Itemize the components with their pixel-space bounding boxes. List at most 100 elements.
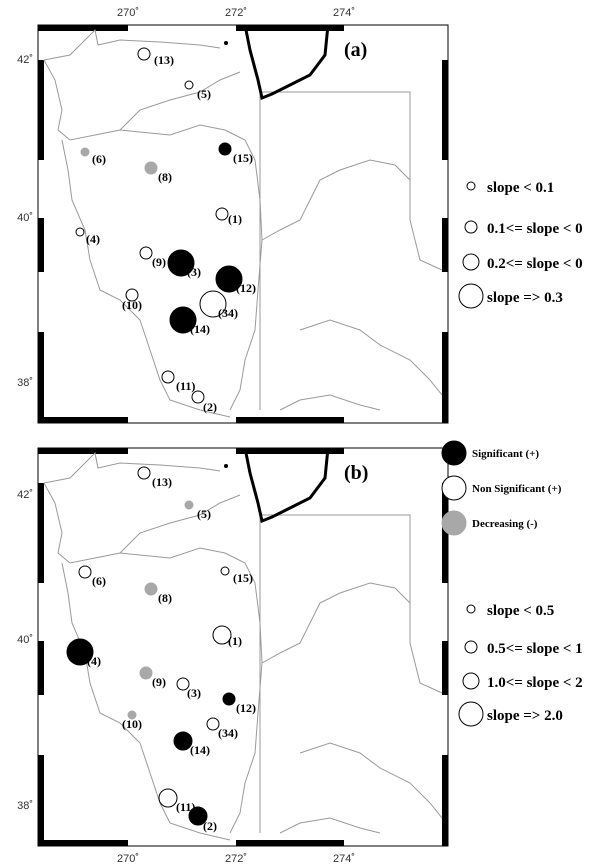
station-marker xyxy=(212,625,232,645)
station-marker xyxy=(139,666,153,680)
legend-size-label: slope => 0.3 xyxy=(487,290,563,306)
station-marker xyxy=(127,710,137,720)
station-marker xyxy=(144,161,158,175)
island-mark xyxy=(224,464,228,468)
station-marker xyxy=(139,246,153,260)
station-marker xyxy=(191,390,205,404)
station-marker xyxy=(137,466,151,480)
legend-decreasing-marker xyxy=(441,510,467,536)
legend-size-marker xyxy=(462,672,480,690)
legend-a-sizes: slope < 0.1 0.1<= slope < 0 0.2<= slope … xyxy=(458,180,583,309)
map-border-bars xyxy=(38,25,448,423)
station-marker xyxy=(215,207,229,221)
station-label: (2) xyxy=(203,819,217,833)
legend-nonsignificant-marker xyxy=(441,475,467,501)
station-marker xyxy=(220,566,230,576)
lake-michigan-outline xyxy=(243,447,330,524)
station-marker xyxy=(144,582,158,596)
station-label: (1) xyxy=(228,212,242,226)
legend-size-marker xyxy=(466,604,476,614)
legend-types: Significant (+) Non Significant (+) Decr… xyxy=(441,440,562,536)
station-label: (4) xyxy=(87,654,101,668)
legend-size-marker xyxy=(466,181,476,191)
station-marker xyxy=(80,147,90,157)
y-tick-b: 42˚ xyxy=(17,489,33,501)
legend-type-label: Decreasing (-) xyxy=(472,518,538,530)
y-tick-b: 40˚ xyxy=(17,634,33,646)
axis-ticks: 270˚ 272˚ 274˚ 270˚ 272˚ 274˚ 42˚ 40˚ 38… xyxy=(17,7,355,865)
station-marker xyxy=(188,806,208,826)
station-label: (13) xyxy=(154,53,174,67)
x-tick-top: 272˚ xyxy=(225,7,247,19)
panel-letter: (a) xyxy=(344,39,367,61)
lake-michigan-outline xyxy=(243,24,330,101)
legend-size-label: slope < 0.1 xyxy=(487,180,554,196)
x-tick-top: 274˚ xyxy=(333,7,355,19)
station-label: (10) xyxy=(122,298,142,312)
station-label: (1) xyxy=(228,634,242,648)
station-marker xyxy=(184,500,194,510)
station-label: (4) xyxy=(86,232,100,246)
y-tick-a: 42˚ xyxy=(17,54,33,66)
station-label: (5) xyxy=(197,87,211,101)
legend-b-sizes: slope < 0.5 0.5<= slope < 1 1.0<= slope … xyxy=(458,603,583,727)
legend-type-label: Significant (+) xyxy=(472,448,539,460)
legend-type-label: Non Significant (+) xyxy=(472,483,562,495)
station-marker xyxy=(66,638,94,666)
map-frame xyxy=(37,24,449,424)
station-label: (10) xyxy=(122,717,142,731)
station-marker xyxy=(161,370,175,384)
station-marker xyxy=(176,677,190,691)
station-marker xyxy=(173,731,193,751)
station-label: (11) xyxy=(176,379,195,393)
x-tick-bottom: 272˚ xyxy=(225,853,247,865)
island-mark xyxy=(224,41,228,45)
legend-size-label: slope < 0.5 xyxy=(487,603,554,619)
station-label: (14) xyxy=(190,743,210,757)
station-marker xyxy=(78,565,92,579)
legend-size-marker xyxy=(464,220,478,234)
y-tick-a: 38˚ xyxy=(17,377,33,389)
state-boundaries xyxy=(43,28,443,418)
legend-significant-marker xyxy=(441,440,467,466)
station-label: (12) xyxy=(236,281,256,295)
station-label: (8) xyxy=(158,170,172,184)
station-label: (15) xyxy=(233,571,253,585)
station-marker xyxy=(75,227,85,237)
station-marker xyxy=(125,288,139,302)
station-marker xyxy=(206,717,220,731)
station-label: (12) xyxy=(236,701,256,715)
stations-panel-a: (13) (5) (15) (6) (8) (1) (4) (9) (3) (12) (10) (34… xyxy=(75,47,256,414)
station-marker xyxy=(137,47,151,61)
x-tick-bottom: 270˚ xyxy=(117,853,139,865)
station-label: (5) xyxy=(197,507,211,521)
state-boundaries xyxy=(43,451,443,841)
station-label: (9) xyxy=(152,675,166,689)
station-label: (15) xyxy=(233,151,253,165)
legend-size-label: 0.1<= slope < 0 xyxy=(487,221,583,237)
y-tick-a: 40˚ xyxy=(17,212,33,224)
map-frame xyxy=(37,447,449,847)
station-marker xyxy=(222,692,236,706)
station-marker xyxy=(167,249,195,277)
legend-size-marker xyxy=(458,283,484,309)
legend-size-label: 0.5<= slope < 1 xyxy=(487,641,583,657)
station-label: (34) xyxy=(218,726,238,740)
station-label: (3) xyxy=(187,265,201,279)
station-marker xyxy=(199,290,227,318)
stations-panel-b: (13) (5) (15) (6) (8) (1) (4) (9) (3) (12) (10) (34… xyxy=(66,466,256,833)
panel-letter: (b) xyxy=(344,462,368,484)
station-label: (34) xyxy=(218,306,238,320)
legend-size-label: 0.2<= slope < 0 xyxy=(487,256,583,272)
legend-size-label: slope => 2.0 xyxy=(487,708,563,724)
station-marker xyxy=(184,80,194,90)
station-label: (2) xyxy=(203,400,217,414)
station-marker xyxy=(158,788,178,808)
map-panel-a: (a) xyxy=(37,24,449,424)
station-label: (14) xyxy=(190,322,210,336)
station-marker xyxy=(169,306,197,334)
legend-size-marker xyxy=(462,253,480,271)
legend-size-label: 1.0<= slope < 2 xyxy=(487,675,583,691)
station-label: (3) xyxy=(187,686,201,700)
station-label: (13) xyxy=(152,475,172,489)
